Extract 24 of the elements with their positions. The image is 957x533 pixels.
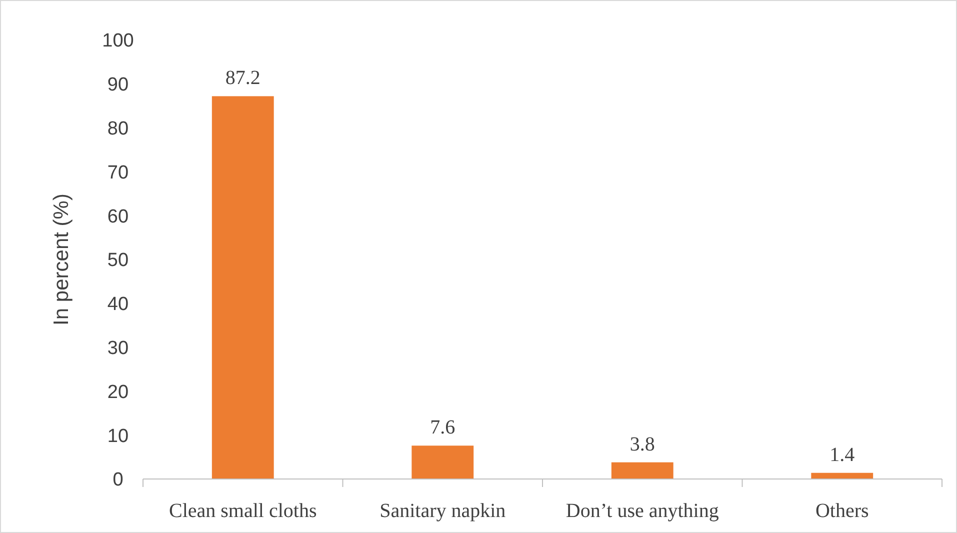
y-tick-label: 10	[107, 426, 129, 447]
data-label: 3.8	[630, 433, 655, 456]
y-tick-label: 40	[107, 294, 129, 316]
x-tick-label: Sanitary napkin	[380, 500, 506, 522]
x-tick-label: Others	[815, 500, 869, 522]
y-tick-label: 30	[107, 338, 129, 359]
y-tick-label: 60	[107, 206, 129, 228]
y-tick-label: 70	[107, 162, 129, 184]
bar	[611, 462, 674, 479]
y-axis-title: In percent (%)	[50, 194, 73, 326]
x-tick-label: Don’t use anything	[566, 500, 719, 522]
y-tick-label: 20	[107, 382, 129, 403]
y-tick-label: 90	[107, 74, 129, 96]
bar	[412, 446, 474, 479]
bar	[212, 96, 274, 479]
y-tick-label: 50	[107, 250, 129, 272]
data-label: 7.6	[430, 416, 456, 439]
data-label: 1.4	[830, 444, 855, 466]
y-tick-label: 100	[102, 30, 134, 52]
y-tick-label: 0	[112, 470, 124, 491]
data-label: 87.2	[225, 67, 260, 90]
x-tick-label: Clean small cloths	[168, 500, 317, 522]
bar	[811, 472, 874, 479]
y-tick-label: 80	[107, 118, 129, 140]
